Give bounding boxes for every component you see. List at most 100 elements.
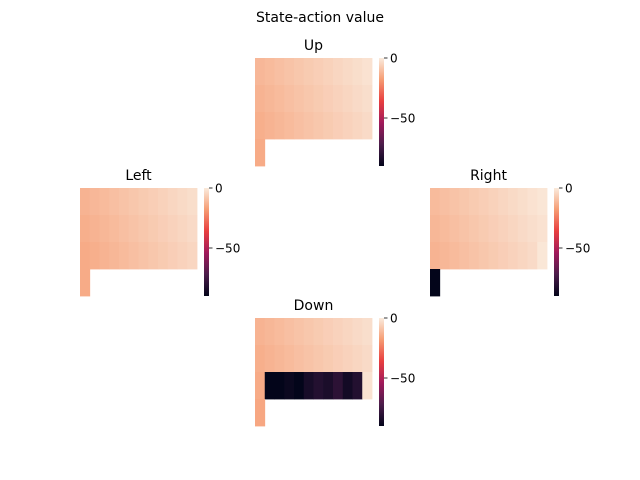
heatmap-cell	[527, 242, 538, 270]
heatmap-cell	[187, 188, 198, 216]
heatmap-cell	[284, 345, 295, 373]
heatmap-cell	[255, 85, 266, 113]
colorbar-tick-label: 0	[215, 182, 223, 196]
heatmap-cell	[177, 242, 188, 270]
heatmap-cell	[342, 372, 353, 400]
heatmap-cell	[333, 112, 344, 140]
heatmap-cell	[303, 112, 314, 140]
heatmap-cell	[284, 318, 295, 346]
heatmap-cell	[294, 318, 305, 346]
heatmap-cell	[264, 112, 275, 140]
colorbar-right	[554, 188, 559, 296]
heatmap-cell	[313, 318, 324, 346]
heatmap-cell	[430, 188, 441, 216]
heatmap-cell	[167, 188, 178, 216]
heatmap-cell	[537, 242, 548, 270]
heatmap-cell	[352, 85, 363, 113]
heatmap-cell	[362, 372, 373, 400]
heatmap-panels: Up 0 −50 Left 0 −50 Right 0 −50 Down 0 −50	[80, 38, 590, 427]
heatmap-cell	[177, 188, 188, 216]
heatmap-cell	[255, 139, 266, 167]
heatmap-cell	[488, 242, 499, 270]
heatmap-cell	[128, 242, 139, 270]
heatmap-cell	[362, 318, 373, 346]
heatmap-cell	[294, 345, 305, 373]
heatmap-cell	[255, 58, 266, 86]
heatmap-cell	[274, 318, 285, 346]
heatmap-cell	[352, 345, 363, 373]
heatmap-cell	[333, 85, 344, 113]
heatmap-cell	[478, 188, 489, 216]
heatmap-cell	[362, 345, 373, 373]
heatmap-cell	[313, 372, 324, 400]
heatmap-cell	[498, 242, 509, 270]
heatmap-cell	[478, 215, 489, 243]
heatmap-cell	[167, 215, 178, 243]
heatmap-cell	[274, 58, 285, 86]
heatmap-cell	[333, 345, 344, 373]
heatmap-title-down: Down	[294, 298, 334, 314]
heatmap-cell	[352, 112, 363, 140]
heatmap-left: Left 0 −50	[80, 168, 240, 297]
heatmap-cell	[99, 188, 110, 216]
heatmap-cell	[459, 188, 470, 216]
heatmap-cell	[109, 188, 120, 216]
heatmap-cell	[274, 112, 285, 140]
heatmap-cell	[488, 215, 499, 243]
heatmap-cell	[274, 372, 285, 400]
heatmap-cell	[323, 345, 334, 373]
heatmap-cell	[284, 372, 295, 400]
heatmap-cell	[478, 242, 489, 270]
heatmap-cell	[517, 242, 528, 270]
heatmap-cell	[342, 345, 353, 373]
heatmap-cell	[264, 85, 275, 113]
heatmap-cell	[430, 215, 441, 243]
heatmap-cell	[303, 318, 314, 346]
heatmap-cell	[89, 215, 100, 243]
colorbar-tick-label: −50	[390, 112, 415, 126]
heatmap-cell	[284, 85, 295, 113]
colorbar-left	[204, 188, 209, 296]
heatmap-cell	[342, 85, 353, 113]
heatmap-cell	[527, 188, 538, 216]
heatmap-cell	[264, 372, 275, 400]
heatmap-cell	[158, 215, 169, 243]
heatmap-cell	[294, 112, 305, 140]
heatmap-cell	[323, 372, 334, 400]
heatmap-cell	[323, 85, 334, 113]
heatmap-cell	[352, 58, 363, 86]
heatmap-cell	[99, 242, 110, 270]
heatmap-cell	[148, 188, 159, 216]
heatmap-cell	[449, 215, 460, 243]
heatmap-cell	[342, 112, 353, 140]
heatmap-cell	[128, 215, 139, 243]
heatmap-cell	[323, 318, 334, 346]
heatmap-cell	[352, 372, 363, 400]
heatmap-cell	[323, 112, 334, 140]
heatmap-cell	[255, 345, 266, 373]
heatmap-cell	[449, 188, 460, 216]
heatmap-cell	[469, 242, 480, 270]
heatmap-cell	[177, 215, 188, 243]
heatmap-cell	[187, 215, 198, 243]
heatmap-cell	[333, 58, 344, 86]
colorbar-tick-label: 0	[565, 182, 573, 196]
heatmap-cell	[333, 318, 344, 346]
heatmap-cell	[109, 215, 120, 243]
heatmap-cell	[342, 318, 353, 346]
figure-suptitle: State-action value	[256, 10, 384, 26]
heatmap-cell	[439, 188, 450, 216]
heatmap-cell	[459, 242, 470, 270]
heatmap-cell	[158, 188, 169, 216]
heatmap-cell	[430, 269, 441, 297]
heatmap-cell	[264, 345, 275, 373]
heatmap-cell	[80, 242, 91, 270]
heatmap-cell	[294, 85, 305, 113]
heatmap-cell	[362, 112, 373, 140]
heatmap-cell	[138, 188, 149, 216]
heatmap-cell	[187, 242, 198, 270]
heatmap-right: Right 0 −50	[430, 168, 590, 297]
heatmap-cell	[284, 58, 295, 86]
heatmap-cell	[264, 318, 275, 346]
